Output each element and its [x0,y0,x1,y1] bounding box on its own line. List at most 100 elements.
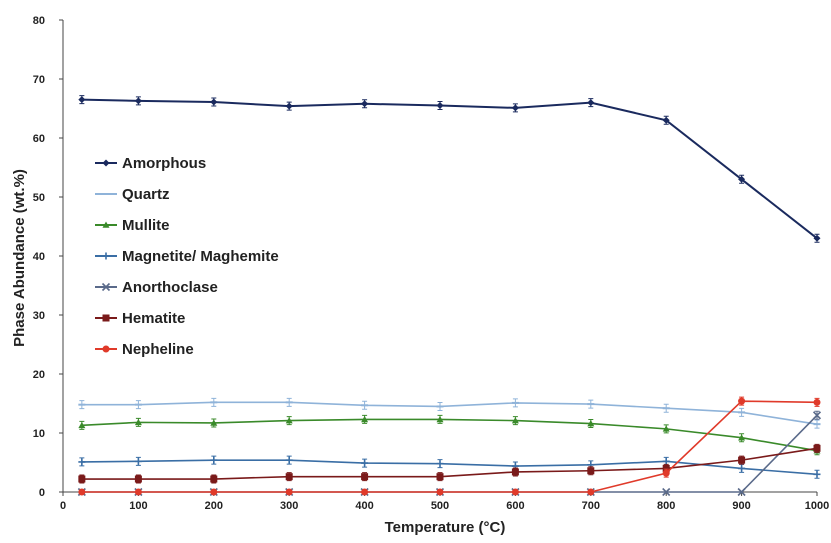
data-point-magnetite-maghemite [813,470,821,478]
x-tick-label: 200 [205,500,223,512]
data-point-amorphous [813,234,821,242]
x-tick-label: 0 [60,500,66,512]
data-point-anorthoclase [812,411,822,420]
legend-marker [102,252,110,260]
y-axis-ticks: 0 10 20 30 40 50 60 70 80 [33,15,63,499]
data-point-mullite [285,417,293,424]
data-point-nepheline [285,488,293,496]
data-point-hematite [285,473,293,481]
legend-marker [102,221,110,228]
data-point-hematite [738,456,746,464]
data-point-magnetite-maghemite [210,456,218,464]
series-line-magnetite-maghemite [81,459,818,476]
x-tick-label: 900 [732,500,750,512]
legend-marker [102,345,110,353]
data-point-hematite [78,475,86,483]
legend-label: Nepheline [122,341,194,358]
series-anorthoclase [77,410,822,497]
data-point-nepheline [587,488,595,496]
legend-item-mullite: Mullite [95,217,170,234]
data-point-nepheline [436,488,444,496]
x-axis-ticks: 0 100 200 300 400 500 600 700 800 900 1000 [60,492,829,512]
data-point-amorphous [285,102,293,110]
series-amorphous [78,95,821,243]
y-tick-label: 0 [39,487,45,499]
y-tick-label: 30 [33,310,45,322]
data-point-mullite [738,434,746,441]
data-point-hematite [436,473,444,481]
data-point-hematite [134,475,142,483]
data-point-magnetite-maghemite [285,456,293,464]
legend-label: Quartz [122,186,170,203]
data-point-amorphous [587,99,595,107]
data-point-mullite [662,425,670,432]
legend-label: Amorphous [122,155,206,172]
y-tick-label: 80 [33,15,45,27]
data-point-mullite [361,415,369,423]
data-point-hematite [587,467,595,475]
data-point-nepheline [813,398,821,406]
x-tick-label: 1000 [805,500,829,512]
data-point-anorthoclase [662,487,671,497]
series-layer [77,95,822,497]
data-point-amorphous [436,102,444,110]
data-point-mullite [78,421,86,429]
data-point-nepheline [210,488,218,496]
data-point-magnetite-maghemite [361,459,369,467]
legend-item-amorphous: Amorphous [95,155,206,172]
y-tick-label: 70 [33,74,45,86]
series-line-anorthoclase [81,414,818,493]
legend-marker [102,314,110,322]
data-point-magnetite-maghemite [134,457,142,465]
x-tick-label: 400 [355,500,373,512]
data-point-magnetite-maghemite [436,460,444,468]
legend-marker [102,159,110,167]
legend-item-magnetite-maghemite: Magnetite/ Maghemite [95,248,279,265]
legend-label: Hematite [122,310,185,327]
y-axis-title: Phase Abundance (wt.%) [11,169,28,347]
data-point-amorphous [210,98,218,106]
legend: Amorphous Quartz Mullite Magnetite/ Maghemi… [95,155,279,358]
data-point-hematite [361,473,369,481]
legend-marker [101,282,111,292]
data-point-hematite [210,475,218,483]
data-point-mullite [436,415,444,423]
data-point-amorphous [511,104,519,112]
data-point-hematite [511,468,519,476]
legend-item-anorthoclase: Anorthoclase [95,279,218,296]
data-point-nepheline [78,488,86,496]
series-mullite [78,414,821,456]
data-point-amorphous [738,175,746,183]
data-point-amorphous [78,96,86,104]
data-point-nepheline [134,488,142,496]
x-tick-label: 300 [280,500,298,512]
y-tick-label: 10 [33,428,45,440]
data-point-nepheline [738,397,746,405]
y-tick-label: 20 [33,369,45,381]
series-line-quartz [81,401,818,425]
legend-item-nepheline: Nepheline [95,341,194,358]
x-tick-label: 500 [431,500,449,512]
series-magnetite-maghemite [78,455,821,479]
series-hematite [78,443,821,484]
y-tick-label: 40 [33,251,45,263]
data-point-anorthoclase [737,487,746,497]
series-nepheline [78,396,821,496]
data-point-mullite [511,417,519,424]
series-quartz [78,397,821,429]
data-point-magnetite-maghemite [738,464,746,472]
data-point-magnetite-maghemite [78,458,86,466]
x-tick-label: 100 [129,500,147,512]
legend-label: Anorthoclase [122,279,218,296]
y-tick-label: 50 [33,192,45,204]
data-point-nepheline [511,488,519,496]
x-tick-label: 800 [657,500,675,512]
data-point-hematite [813,444,821,452]
data-point-amorphous [662,116,670,124]
legend-item-quartz: Quartz [95,186,170,203]
data-point-mullite [587,420,595,427]
legend-item-hematite: Hematite [95,310,185,327]
data-point-amorphous [134,97,142,105]
x-tick-label: 600 [506,500,524,512]
